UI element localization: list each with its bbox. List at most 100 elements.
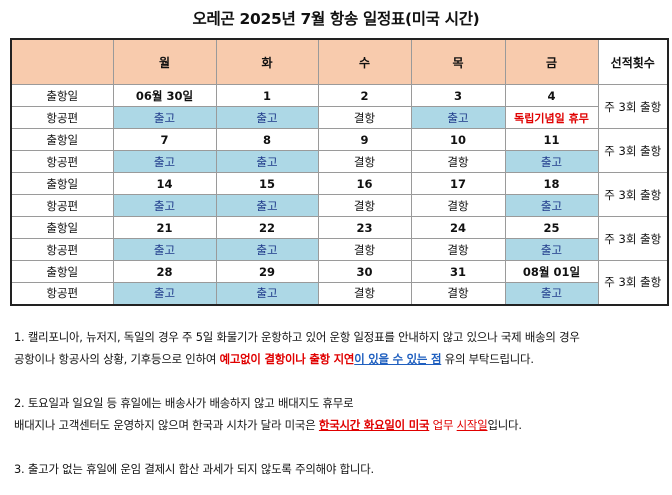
note-1-emphasis: 이 있을 수 있는 점 [354,352,442,366]
header-thu: 목 [410,38,506,85]
schedule-table: 월 화 수 목 금 선적횟수 출항일 06월 30일 1 2 3 4 주 3회 출항 항공편 출… [10,38,669,306]
date-cell: 21 [112,216,217,239]
flight-holiday-cell: 독립기념일 휴무 [504,106,599,129]
row-label-departure: 출항일 [10,84,114,107]
flight-row: 항공편 출고 출고 결항 출고 독립기념일 휴무 [10,106,668,129]
header-row: 월 화 수 목 금 선적횟수 [10,38,669,85]
date-cell: 16 [317,172,412,195]
date-row: 출항일 06월 30일 1 2 3 4 주 3회 출항 [10,84,669,129]
row-label-departure: 출항일 [10,128,114,151]
date-cell: 10 [410,128,506,151]
note-1-warning: 예고없이 결항이나 출항 지연 [219,352,355,366]
note-2-warning: 한국시간 화요일이 미국 [318,418,430,432]
note-2-text-d: 입니다. [487,418,522,432]
row-label-flight: 항공편 [10,150,114,173]
date-row: 출항일 14 15 16 17 18 주 3회 출항 [10,172,669,217]
date-row: 출항일 7 8 9 10 11 주 3회 출항 [10,128,669,173]
header-frequency: 선적횟수 [597,38,669,85]
date-cell: 29 [215,260,319,283]
date-cell: 25 [504,216,599,239]
flight-row: 항공편 출고 출고 결항 결항 출고 [10,282,668,305]
header-fri: 금 [504,38,599,85]
flight-shipping-cell: 출고 [215,238,319,261]
flight-shipping-cell: 출고 [215,150,319,173]
date-cell: 31 [410,260,506,283]
flight-shipping-cell: 출고 [215,194,319,217]
flight-cancelled-cell: 결항 [317,194,412,217]
note-2-text-a: 배대지나 고객센터도 운영하지 않으며 한국과 시차가 달라 미국은 [14,418,319,432]
note-2-text-b: 업무 [429,418,457,432]
date-cell: 28 [112,260,217,283]
date-cell: 7 [112,128,217,151]
flight-shipping-cell: 출고 [112,194,217,217]
flight-cancelled-cell: 결항 [410,282,506,305]
flight-row: 항공편 출고 출고 결항 결항 출고 [10,150,668,173]
row-label-departure: 출항일 [10,216,114,239]
flight-cancelled-cell: 결항 [317,238,412,261]
date-cell: 18 [504,172,599,195]
note-2-line-2: 배대지나 고객센터도 운영하지 않으며 한국과 시차가 달라 미국은 한국시간 … [14,414,664,436]
row-label-flight: 항공편 [10,282,114,305]
flight-shipping-cell: 출고 [112,106,217,129]
row-label-departure: 출항일 [10,260,114,283]
date-cell: 24 [410,216,506,239]
frequency-cell: 주 3회 출항 [597,216,669,261]
note-2-start-day: 시작일 [456,418,488,432]
flight-cancelled-cell: 결항 [317,150,412,173]
date-cell: 22 [215,216,319,239]
header-mon: 월 [112,38,217,85]
row-label-flight: 항공편 [10,106,114,129]
note-1-text-c: 유의 부탁드립니다. [441,352,534,366]
flight-shipping-cell: 출고 [112,282,217,305]
date-row: 출항일 21 22 23 24 25 주 3회 출항 [10,216,669,261]
flight-cancelled-cell: 결항 [317,282,412,305]
notes: 1. 캘리포니아, 뉴저지, 독일의 경우 주 5일 화물기가 운항하고 있어 … [14,326,664,480]
note-3: 3. 출고가 없는 휴일에 운임 결제시 합산 과세가 되지 않도록 주의해야 … [14,462,374,476]
header-tue: 화 [215,38,319,85]
flight-row: 항공편 출고 출고 결항 결항 출고 [10,194,668,217]
flight-cancelled-cell: 결항 [410,194,506,217]
frequency-cell: 주 3회 출항 [597,84,669,129]
flight-shipping-cell: 출고 [215,106,319,129]
date-cell: 9 [317,128,412,151]
row-label-departure: 출항일 [10,172,114,195]
date-cell: 08월 01일 [504,260,599,283]
flight-shipping-cell: 출고 [504,150,599,173]
flight-cancelled-cell: 결항 [410,238,506,261]
frequency-cell: 주 3회 출항 [597,260,669,305]
flight-shipping-cell: 출고 [504,194,599,217]
note-1-line-2: 공항이나 항공사의 상황, 기후등으로 인하여 예고없이 결항이나 출항 지연이… [14,348,664,370]
note-1-text-a: 공항이나 항공사의 상황, 기후등으로 인하여 [14,352,220,366]
header-wed: 수 [317,38,412,85]
frequency-cell: 주 3회 출항 [597,128,669,173]
date-cell: 3 [410,84,506,107]
date-cell: 15 [215,172,319,195]
flight-shipping-cell: 출고 [112,150,217,173]
note-2-line-1: 2. 토요일과 일요일 등 휴일에는 배송사가 배송하지 않고 배대지도 휴무로 [14,396,354,410]
date-cell: 14 [112,172,217,195]
date-cell: 11 [504,128,599,151]
date-cell: 17 [410,172,506,195]
page-title: 오레곤 2025년 7월 항송 일정표(미국 시간) [192,10,480,28]
flight-shipping-cell: 출고 [504,282,599,305]
header-blank [10,38,114,85]
date-cell: 4 [504,84,599,107]
frequency-cell: 주 3회 출항 [597,172,669,217]
note-1-line-1: 1. 캘리포니아, 뉴저지, 독일의 경우 주 5일 화물기가 운항하고 있어 … [14,330,580,344]
flight-row: 항공편 출고 출고 결항 결항 출고 [10,238,668,261]
flight-shipping-cell: 출고 [112,238,217,261]
flight-shipping-cell: 출고 [410,106,506,129]
date-cell: 1 [215,84,319,107]
flight-cancelled-cell: 결항 [410,150,506,173]
flight-cancelled-cell: 결항 [317,106,412,129]
date-cell: 8 [215,128,319,151]
flight-shipping-cell: 출고 [504,238,599,261]
row-label-flight: 항공편 [10,194,114,217]
date-cell: 2 [317,84,412,107]
date-cell: 30 [317,260,412,283]
row-label-flight: 항공편 [10,238,114,261]
flight-shipping-cell: 출고 [215,282,319,305]
date-cell: 06월 30일 [112,84,217,107]
date-cell: 23 [317,216,412,239]
date-row: 출항일 28 29 30 31 08월 01일 주 3회 출항 [10,260,669,305]
